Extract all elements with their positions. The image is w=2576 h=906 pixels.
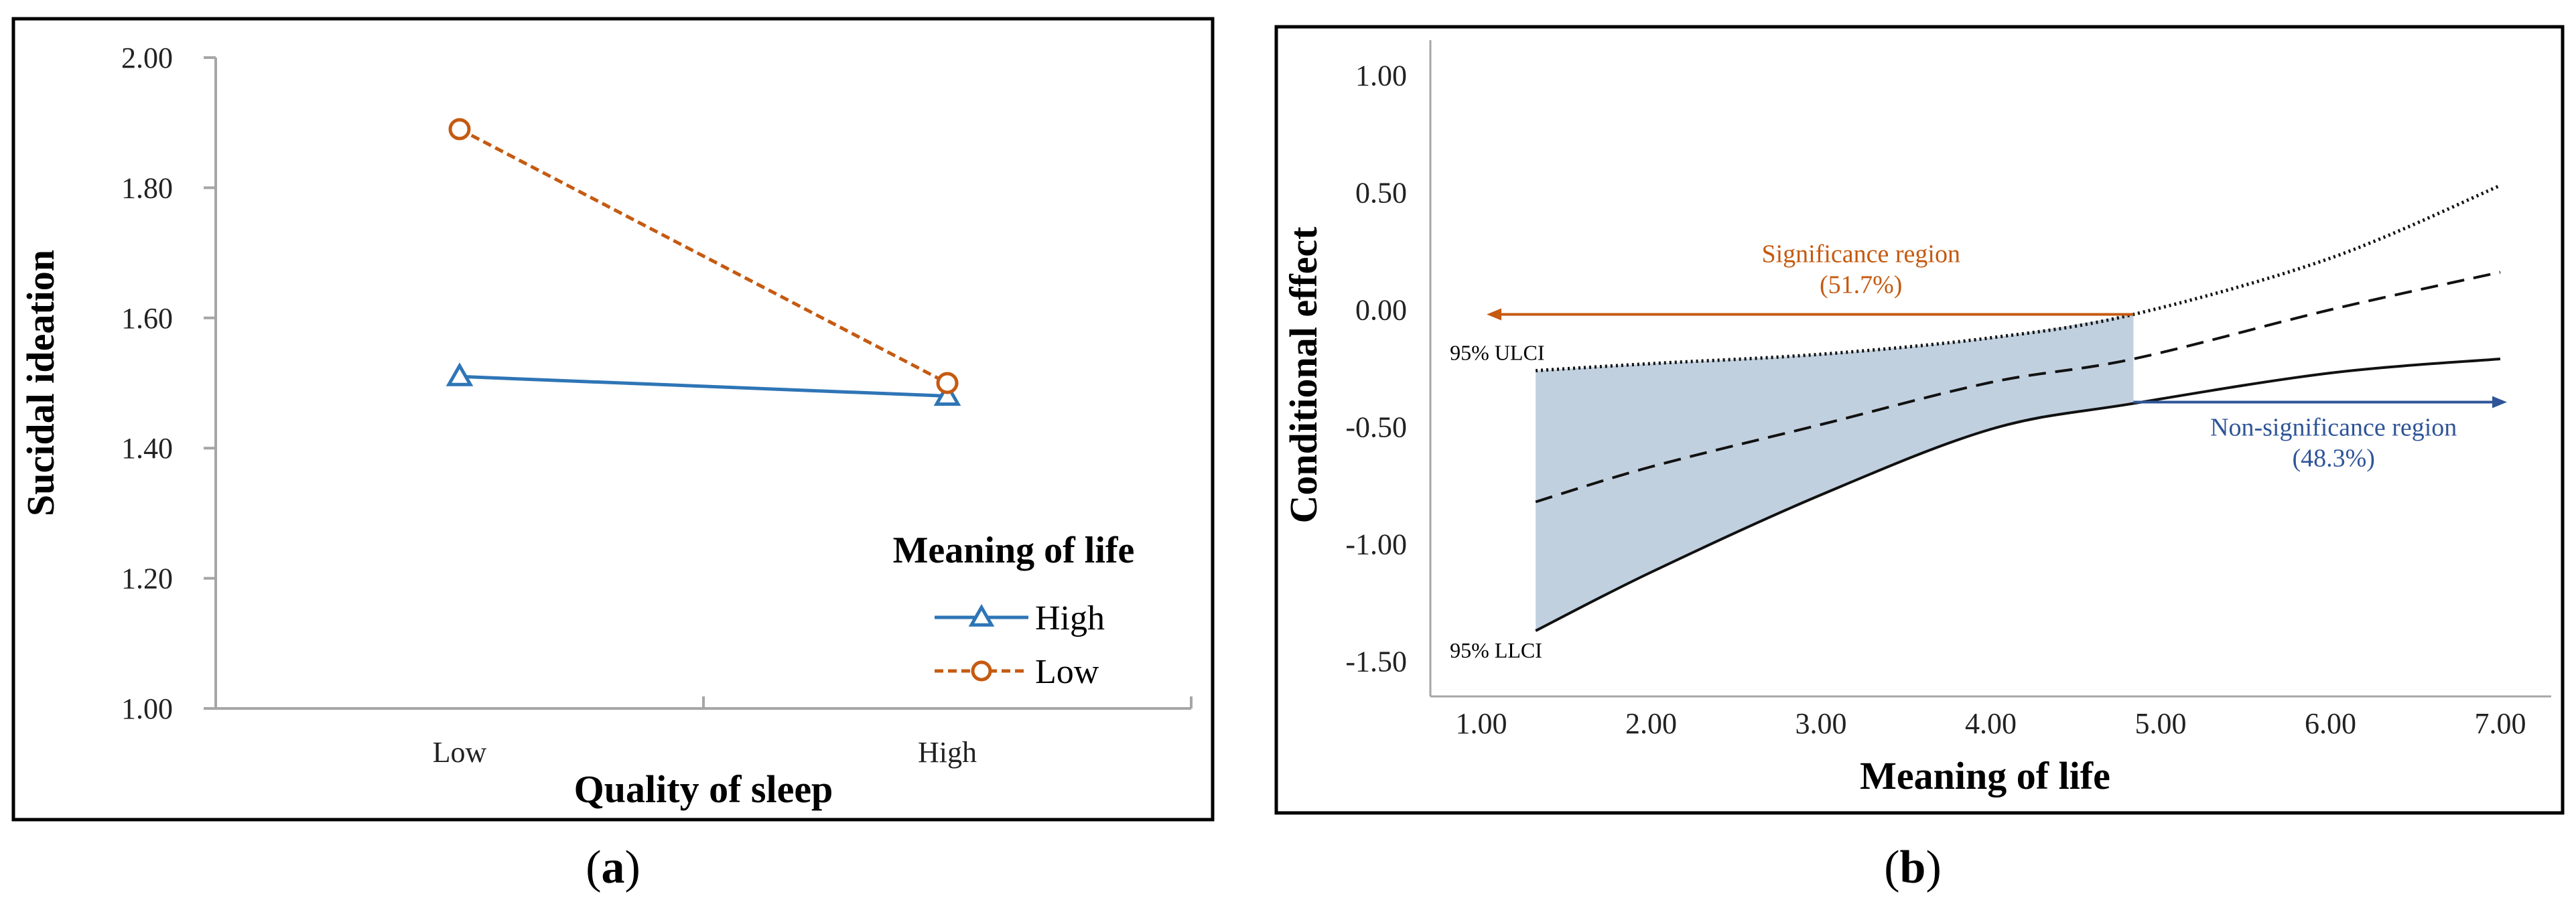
- panel-a-letter: a: [602, 842, 625, 893]
- y-tick-label: 1.60: [121, 302, 173, 335]
- panel-a-y-ticks: 1.00 1.20 1.40 1.60 1.80 2.00: [121, 42, 216, 725]
- y-tick-label: 0.00: [1355, 294, 1407, 327]
- y-tick-label: 2.00: [121, 42, 173, 74]
- legend-title: Meaning of life: [893, 530, 1135, 571]
- panel-b-series: [1487, 183, 2507, 632]
- llci-label: 95% LLCI: [1450, 638, 1542, 662]
- series-line-95-ulci: [1536, 183, 2501, 372]
- x-tick-label: 1.00: [1456, 707, 1507, 740]
- y-tick-label: -1.00: [1345, 528, 1407, 561]
- y-tick-label: -0.50: [1345, 411, 1407, 444]
- legend-label-high: High: [1035, 599, 1105, 637]
- significance-region-fill: [1536, 314, 2134, 631]
- panel-b-x-ticks: 1.00 2.00 3.00 4.00 5.00 6.00 7.00: [1456, 707, 2526, 740]
- panel-b-y-ticks: 1.00 0.50 0.00 -0.50 -1.00 -1.50: [1345, 60, 1407, 678]
- data-point-low: [936, 372, 959, 394]
- non-significance-region-label: Non-significance region: [2210, 414, 2457, 442]
- panel-b-letter: b: [1900, 842, 1926, 893]
- panel-b-y-title: Conditional effect: [1282, 226, 1325, 524]
- y-tick-label: 1.20: [121, 562, 173, 595]
- x-tick-label: 3.00: [1795, 707, 1847, 740]
- series-line-95-llci: [1535, 358, 2501, 632]
- legend-label-low: Low: [1035, 653, 1099, 691]
- non-significance-arrow-head: [2492, 396, 2507, 408]
- legend-items: High Low: [935, 599, 1105, 691]
- significance-arrow-head: [1487, 308, 1502, 321]
- non-significance-region-percent: (48.3%): [2292, 445, 2374, 473]
- significance-region-label: Significance region: [1761, 240, 1960, 269]
- panel-a-x-title: Quality of sleep: [574, 767, 833, 811]
- panel-a-x-ticks: Low High: [433, 736, 977, 769]
- significance-region-percent: (51.7%): [1820, 271, 1902, 299]
- y-tick-label: 1.40: [121, 432, 173, 465]
- legend-marker-low: [971, 660, 992, 682]
- series-line-high: [459, 374, 948, 398]
- panel-b-label: (b): [1884, 842, 1942, 893]
- x-tick-label: Low: [433, 736, 487, 769]
- y-tick-label: 0.50: [1355, 177, 1407, 210]
- ulci-label: 95% ULCI: [1450, 341, 1544, 365]
- x-tick-label: 7.00: [2474, 707, 2526, 740]
- panel-a-y-title: Sucidal ideation: [19, 250, 62, 516]
- panel-a: 1.00 1.20 1.40 1.60 1.80 2.00 Low High Sucidal…: [11, 17, 1215, 893]
- panel-a-series: [446, 118, 961, 406]
- x-tick-label: High: [918, 736, 977, 769]
- data-point-high: [446, 362, 474, 386]
- y-tick-label: 1.00: [1355, 60, 1407, 92]
- panel-b-frame: [1274, 25, 2565, 815]
- data-point-low: [448, 118, 471, 141]
- panel-a-legend: Meaning of life High Low: [893, 530, 1135, 691]
- y-tick-label: 1.00: [121, 692, 173, 725]
- panel-b-annotations: 95% ULCI 95% LLCI Significance region (5…: [1450, 240, 2457, 663]
- panel-a-label: (a): [586, 842, 640, 893]
- panel-b-x-title: Meaning of life: [1860, 754, 2110, 798]
- y-tick-label: -1.50: [1345, 646, 1407, 678]
- x-tick-label: 5.00: [2134, 707, 2186, 740]
- x-tick-label: 6.00: [2305, 707, 2356, 740]
- data-point-high: [933, 382, 961, 406]
- series-line-low: [458, 127, 949, 385]
- panel-b: 1.00 0.50 0.00 -0.50 -1.00 -1.50 1.00 2.00 3.00…: [1274, 25, 2565, 893]
- legend-marker-high: [968, 603, 995, 627]
- y-tick-label: 1.80: [121, 171, 173, 204]
- series-line-conditional-effect: [1535, 271, 2501, 504]
- x-tick-label: 2.00: [1625, 707, 1677, 740]
- panel-a-frame: [11, 17, 1215, 822]
- x-tick-label: 4.00: [1965, 707, 2017, 740]
